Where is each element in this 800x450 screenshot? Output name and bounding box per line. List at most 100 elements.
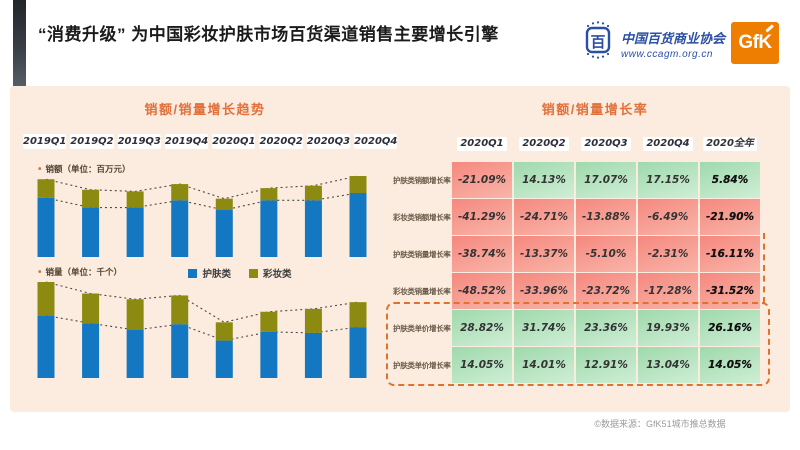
bar-makeup-2020Q2 bbox=[260, 311, 278, 332]
growth-cell-r5-c1: 28.82% bbox=[452, 310, 512, 346]
growth-cell-r3-c4: -2.31% bbox=[638, 236, 698, 272]
column-header-chip: 2020Q2 bbox=[519, 137, 569, 151]
quarter-label-2020Q4: 2020Q4 bbox=[354, 134, 398, 149]
legend-swatch bbox=[188, 268, 198, 278]
unit-price-rows-dashed-highlight bbox=[386, 302, 770, 386]
table-row-label-4: 彩妆类销量增长率 bbox=[393, 286, 451, 296]
table-corner bbox=[393, 137, 450, 161]
growth-cell-r1-c3: 17.07% bbox=[576, 162, 636, 198]
table-col-header-2020Q1: 2020Q1 bbox=[452, 137, 512, 161]
quarter-label-2019Q4: 2019Q4 bbox=[164, 134, 209, 149]
growth-cell-r1-c4: 17.15% bbox=[638, 162, 698, 198]
growth-cell-r2-c3: -13.88% bbox=[576, 199, 636, 235]
quarter-label-2019Q1: 2019Q1 bbox=[23, 134, 67, 149]
growth-cell-r5-c3: 23.36% bbox=[576, 310, 636, 346]
association-name: 中国百货商业协会 bbox=[621, 31, 726, 46]
growth-rate-table: 2020Q1 2020Q2 2020Q3 2020Q4 2020全年 护肤类销额增长率 -2… bbox=[393, 137, 760, 383]
quarter-label-2019Q2: 2019Q2 bbox=[70, 134, 114, 149]
growth-cell-r5-c2: 31.74% bbox=[514, 310, 574, 346]
table-col-header-2020Q4: 2020Q4 bbox=[638, 137, 698, 161]
bar-skincare-2020Q4 bbox=[349, 327, 367, 378]
association-seal-logo: 百 bbox=[585, 21, 611, 59]
growth-cell-r1-c1: -21.09% bbox=[452, 162, 512, 198]
growth-cell-r5-c5: 26.16% bbox=[700, 310, 760, 346]
quarter-header-row: 2019Q1 2019Q2 2019Q3 2019Q4 2020Q1 2020Q2 2020… bbox=[23, 134, 398, 149]
bar-makeup-2020Q2 bbox=[260, 188, 278, 201]
growth-cell-r2-c5: -21.90% bbox=[700, 199, 760, 235]
bar-skincare-2020Q2 bbox=[260, 200, 278, 257]
bar-skincare-2019Q3 bbox=[126, 330, 144, 378]
bar-skincare-2019Q3 bbox=[126, 207, 144, 257]
association-block: 中国百货商业协会 www.ccagm.org.cn bbox=[621, 28, 729, 60]
volume-unit-label: • 销量（单位：千个） bbox=[38, 267, 123, 278]
column-header-chip: 2020全年 bbox=[703, 137, 757, 151]
left-section-title: 销额/销量增长趋势 bbox=[144, 102, 266, 117]
growth-cell-r6-c5: 14.05% bbox=[700, 347, 760, 383]
bar-skincare-2020Q2 bbox=[260, 331, 278, 378]
bar-makeup-2019Q3 bbox=[126, 191, 144, 208]
association-url: www.ccagm.org.cn bbox=[621, 49, 713, 60]
table-row-label-2: 彩妆类销额增长率 bbox=[393, 212, 451, 222]
bar-makeup-2019Q3 bbox=[126, 299, 144, 330]
bar-skincare-2019Q1 bbox=[37, 197, 55, 257]
table-col-header-2020全年: 2020全年 bbox=[700, 137, 760, 161]
title-accent-bar bbox=[13, 0, 26, 91]
growth-cell-r6-c2: 14.01% bbox=[514, 347, 574, 383]
bar-makeup-2020Q1 bbox=[215, 198, 233, 211]
legend-item-彩妆类: 彩妆类 bbox=[249, 266, 292, 280]
growth-cell-r2-c4: -6.49% bbox=[638, 199, 698, 235]
full-year-column-dashed-highlight bbox=[763, 233, 765, 303]
growth-cell-r3-c5: -16.11% bbox=[700, 236, 760, 272]
bar-makeup-2019Q4 bbox=[171, 295, 189, 325]
growth-cell-r3-c1: -38.74% bbox=[452, 236, 512, 272]
seal-glyph: 百 bbox=[590, 34, 605, 51]
bar-makeup-2020Q1 bbox=[215, 322, 233, 341]
bar-makeup-2019Q4 bbox=[171, 184, 189, 201]
table-row-label-6: 护肤类单价增长率 bbox=[393, 360, 451, 370]
table-row-label-1: 护肤类销额增长率 bbox=[393, 175, 451, 185]
growth-cell-r2-c2: -24.71% bbox=[514, 199, 574, 235]
column-header-chip: 2020Q4 bbox=[643, 137, 693, 151]
page-title: “消费升级” 为中国彩妆护肤市场百货渠道销售主要增长引擎 bbox=[38, 25, 499, 44]
table-col-header-2020Q3: 2020Q3 bbox=[576, 137, 636, 161]
table-row-label-3: 护肤类销量增长率 bbox=[393, 249, 451, 259]
bar-makeup-2019Q2 bbox=[82, 293, 100, 324]
sales-volume-stacked-bar-chart bbox=[37, 281, 367, 378]
right-section-title: 销额/销量增长率 bbox=[541, 102, 649, 117]
legend-label: 彩妆类 bbox=[263, 269, 292, 280]
sales-amount-stacked-bar-chart bbox=[37, 175, 367, 257]
growth-cell-r3-c2: -13.37% bbox=[514, 236, 574, 272]
quarter-label-2020Q3: 2020Q3 bbox=[306, 134, 351, 149]
bar-skincare-2020Q3 bbox=[304, 200, 322, 257]
bar-makeup-2020Q4 bbox=[349, 176, 367, 194]
quarter-label-2020Q2: 2020Q2 bbox=[259, 134, 303, 149]
growth-cell-r6-c4: 13.04% bbox=[638, 347, 698, 383]
bar-skincare-2020Q1 bbox=[215, 340, 233, 378]
quarter-label-2020Q1: 2020Q1 bbox=[212, 134, 256, 149]
growth-cell-r1-c2: 14.13% bbox=[514, 162, 574, 198]
bar-skincare-2019Q4 bbox=[171, 200, 189, 257]
bar-makeup-2019Q1 bbox=[37, 179, 55, 198]
gfk-logo-text: GfK bbox=[738, 32, 772, 53]
growth-cell-r5-c4: 19.93% bbox=[638, 310, 698, 346]
legend-swatch bbox=[249, 268, 258, 278]
bar-makeup-2020Q3 bbox=[304, 308, 322, 333]
bar-skincare-2020Q4 bbox=[349, 193, 367, 257]
legend-label: 护肤类 bbox=[202, 269, 231, 280]
legend-item-护肤类: 护肤类 bbox=[188, 266, 231, 280]
bar-skincare-2019Q2 bbox=[82, 207, 100, 257]
table-row-label-5: 护肤类单价增长率 bbox=[393, 323, 451, 333]
growth-cell-r2-c1: -41.29% bbox=[452, 199, 512, 235]
bullet-icon: • bbox=[38, 267, 42, 278]
growth-cell-r3-c3: -5.10% bbox=[576, 236, 636, 272]
table-col-header-2020Q2: 2020Q2 bbox=[514, 137, 574, 161]
growth-cell-r6-c3: 12.91% bbox=[576, 347, 636, 383]
column-header-chip: 2020Q1 bbox=[457, 137, 507, 151]
bar-skincare-2020Q1 bbox=[215, 210, 233, 257]
bar-makeup-2019Q2 bbox=[82, 189, 100, 208]
bar-skincare-2019Q1 bbox=[37, 315, 55, 378]
bullet-icon: • bbox=[38, 164, 42, 175]
gfk-logo: GfK bbox=[731, 22, 779, 64]
quarter-label-2019Q3: 2019Q3 bbox=[117, 134, 161, 149]
growth-cell-r6-c1: 14.05% bbox=[452, 347, 512, 383]
